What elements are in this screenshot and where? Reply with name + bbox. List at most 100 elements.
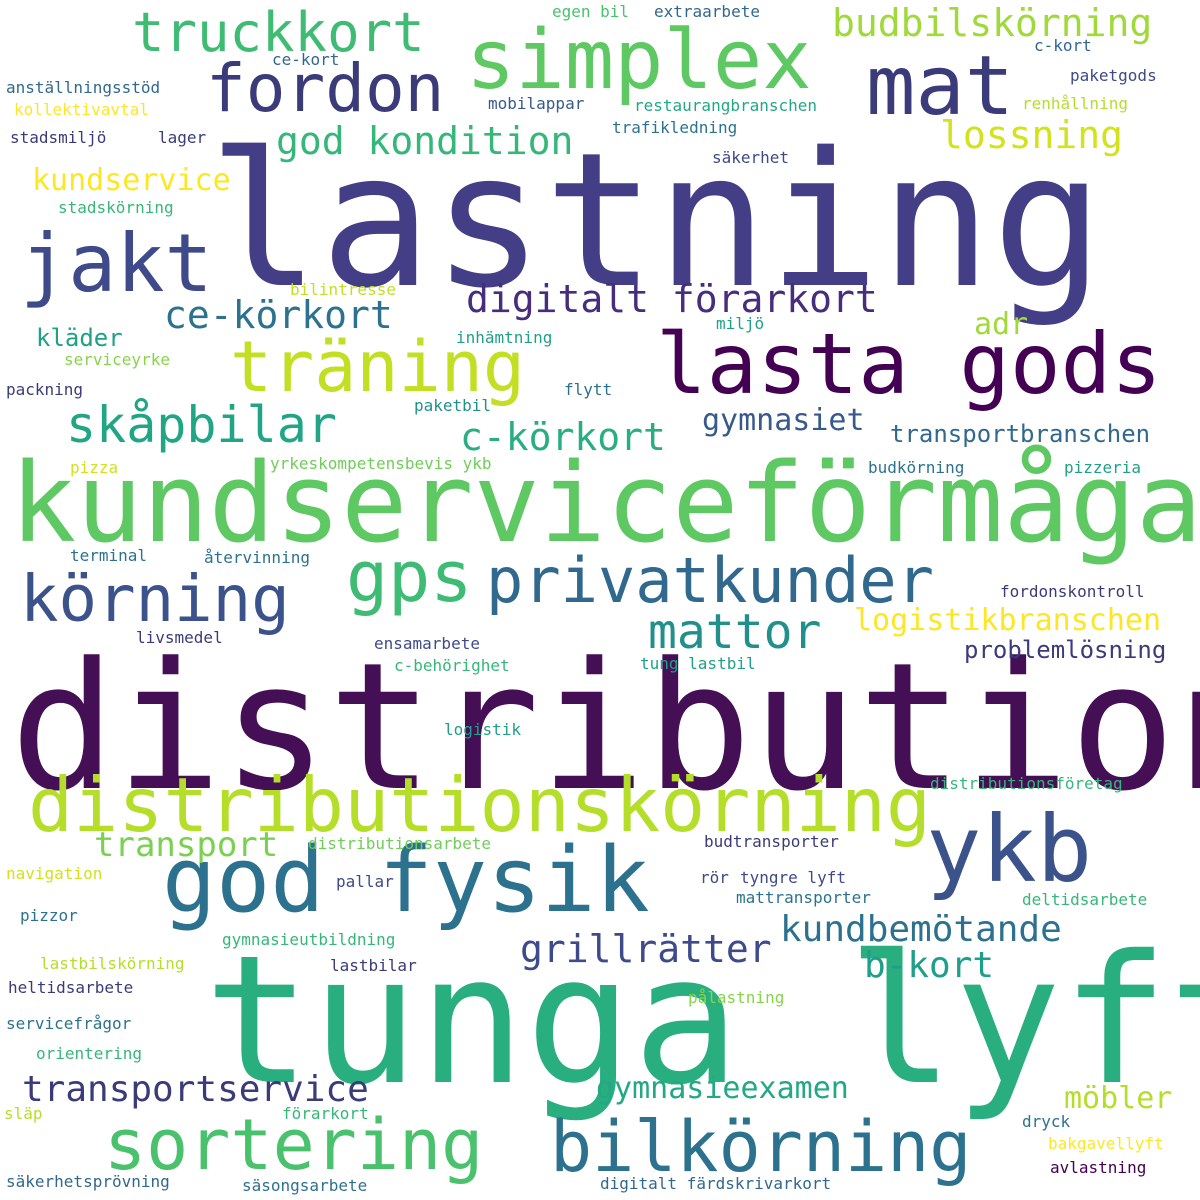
word-simplex: simplex (466, 13, 812, 108)
word-distributionskorning: distributionskörning (28, 761, 932, 849)
word-transportservice: transportservice (22, 1069, 369, 1110)
word-bilkorning: bilkörning (550, 1106, 972, 1188)
word-palastning: pålastning (688, 988, 785, 1007)
word-stadskorning: stadskörning (58, 198, 174, 217)
word-logistik: logistik (444, 720, 522, 739)
word-yrkeskompetensbevis-ykb: yrkeskompetensbevis ykb (270, 454, 492, 473)
word-jakt: jakt (20, 217, 213, 310)
word-mattransporter: mattransporter (736, 888, 871, 907)
word-distribution: distribution (10, 625, 1200, 830)
word-miljo: miljö (716, 314, 765, 333)
word-mobler: möbler (1064, 1081, 1173, 1116)
word-lossning: lossning (940, 113, 1124, 157)
word-forarkort: förarkort (282, 1104, 369, 1123)
word-lager: lager (158, 128, 207, 147)
word-extraarbete: extraarbete (654, 2, 760, 21)
word-god-kondition: god kondition (276, 119, 574, 163)
word-c-kort: c-kort (1034, 36, 1092, 55)
word-tyngre-lyft: tyngre lyft (740, 868, 846, 887)
word-problemlosning: problemlösning (964, 636, 1167, 664)
word-ykb: ykb (926, 796, 1093, 903)
word-orientering: orientering (36, 1044, 142, 1063)
word-lasta-gods: lasta gods (656, 315, 1162, 413)
word-heltidsarbete: heltidsarbete (8, 978, 134, 997)
word-skapbilar: skåpbilar (66, 396, 337, 454)
word-god-fysik: god fysik (162, 828, 650, 933)
word-lastbilar: lastbilar (330, 956, 417, 975)
word-bilintresse: bilintresse (290, 280, 396, 299)
word-serviceyrke: serviceyrke (64, 350, 170, 369)
word-pizzor: pizzor (20, 906, 78, 925)
word-sortering: sortering (104, 1104, 484, 1186)
word-stadsmiljo: stadsmiljö (10, 128, 107, 147)
word-kundbemotande: kundbemötande (780, 909, 1062, 950)
word-tung-lastbil: tung lastbil (640, 654, 756, 673)
word-digitalt-fardskrivarkort: digitalt färdskrivarkort (600, 1174, 832, 1193)
word-sasongsarbete: säsongsarbete (242, 1176, 368, 1195)
word-gymnasieexamen: gymnasieexamen (596, 1071, 849, 1106)
word-ensamarbete: ensamarbete (374, 634, 480, 653)
word-dryck: dryck (1022, 1112, 1071, 1131)
word-b-kort: b-kort (864, 945, 995, 986)
word-pizza: pizza (70, 458, 119, 477)
word-korning: körning (20, 563, 290, 637)
word-privatkunder: privatkunder (486, 544, 934, 617)
word-c-korkort: c-körkort (460, 415, 666, 459)
word-gps: gps (346, 536, 473, 618)
word-inhamtning: inhämtning (456, 328, 553, 347)
word-kollektivavtal: kollektivavtal (14, 100, 149, 119)
word-pizzeria: pizzeria (1064, 458, 1142, 477)
word-budkorning: budkörning (868, 458, 965, 477)
word-logistikbranschen: logistikbranschen (854, 603, 1162, 638)
word-transportbranschen: transportbranschen (890, 420, 1151, 448)
word-traning: träning (230, 326, 526, 408)
word-mat: mat (866, 39, 1015, 134)
word-sakerhetsprovning: säkerhetsprövning (6, 1172, 170, 1191)
word-tunga-lyft: tunga lyft (204, 917, 1200, 1124)
word-flytt: flytt (564, 380, 613, 399)
word-fordon: fordon (206, 50, 445, 127)
word-kundserviceformaga: kundserviceförmåga (10, 439, 1200, 567)
word-ror: rör (700, 868, 729, 887)
word-livsmedel: livsmedel (136, 628, 223, 647)
word-fordonskontroll: fordonskontroll (1000, 582, 1145, 601)
word-anstallningsstod: anställningsstöd (6, 78, 161, 97)
word-budtransporter: budtransporter (704, 832, 839, 851)
word-navigation: navigation (6, 864, 103, 883)
word-egen-bil: egen bil (552, 2, 630, 21)
word-budbilskorning: budbilskörning (832, 1, 1153, 45)
word-mobilappar: mobilappar (488, 94, 585, 113)
word-truckkort: truckkort (132, 1, 425, 64)
word-trafikledning: trafikledning (612, 118, 738, 137)
word-kundservice: kundservice (32, 163, 231, 198)
word-transport: transport (94, 825, 279, 865)
word-mattor: mattor (648, 604, 822, 660)
word-paketbil: paketbil (414, 396, 492, 415)
word-deltidsarbete: deltidsarbete (1022, 890, 1148, 909)
word-lastning: lastning (208, 112, 1104, 329)
word-adr: adr (974, 307, 1029, 342)
word-restaurangbranschen: restaurangbranschen (634, 96, 818, 115)
word-servicefragor: servicefrågor (6, 1014, 132, 1033)
word-packning: packning (6, 380, 84, 399)
word-terminal: terminal (70, 546, 148, 565)
word-sakerhet: säkerhet (712, 148, 790, 167)
word-ce-korkort: ce-körkort (164, 293, 393, 337)
word-ce-kort: ce-kort (272, 50, 340, 69)
word-digitalt-forarkort: digitalt förarkort (466, 277, 878, 321)
word-pallar: pallar (336, 872, 394, 891)
word-kladder: kläder (36, 324, 123, 352)
word-c-behorighet: c-behörighet (394, 656, 510, 675)
word-distributionsarbete: distributionsarbete (308, 834, 492, 853)
word-bakgavellyft: bakgavellyft (1048, 1134, 1164, 1153)
word-paketgods: paketgods (1070, 66, 1157, 85)
word-atervinning: återvinning (204, 548, 310, 567)
word-renhallning: renhållning (1022, 94, 1128, 113)
word-lastbilskorning: lastbilskörning (40, 954, 185, 973)
word-distributionsforetag: distributionsföretag (930, 774, 1123, 793)
word-gymnasieutbildning: gymnasieutbildning (222, 930, 396, 949)
word-grillratter: grillrätter (520, 927, 772, 971)
word-avlastning: avlastning (1050, 1158, 1147, 1177)
word-gymnasiet: gymnasiet (702, 403, 865, 438)
